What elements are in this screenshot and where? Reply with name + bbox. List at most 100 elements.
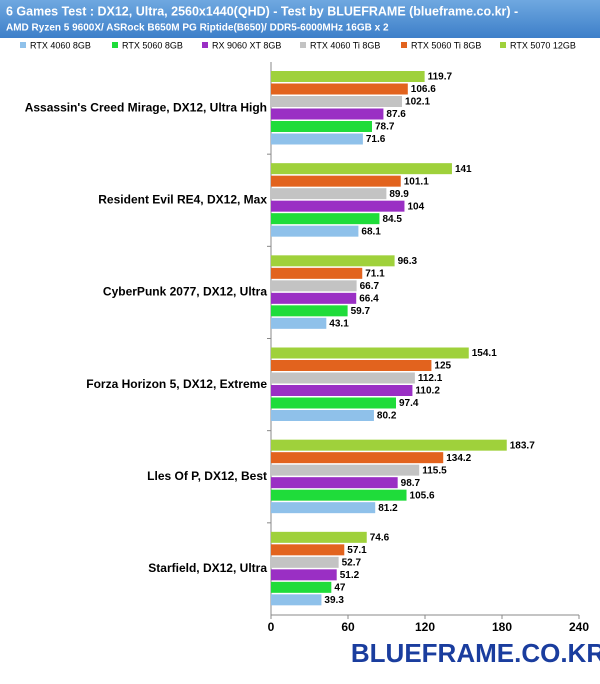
value-label: 101.1 xyxy=(404,176,429,187)
bar xyxy=(271,267,363,279)
bar xyxy=(271,280,357,292)
legend-swatch xyxy=(202,42,208,48)
value-label: 96.3 xyxy=(398,256,418,267)
x-tick-label: 240 xyxy=(569,620,589,634)
x-tick-label: 120 xyxy=(415,620,435,634)
bar xyxy=(271,71,425,82)
value-label: 71.1 xyxy=(365,268,385,279)
bar xyxy=(271,225,359,237)
category-label: Assassin's Creed Mirage, DX12, Ultra Hig… xyxy=(25,100,267,114)
bar xyxy=(271,489,407,501)
value-label: 134.2 xyxy=(446,453,471,464)
value-label: 110.2 xyxy=(415,386,440,397)
value-label: 80.2 xyxy=(377,411,397,422)
bar xyxy=(271,452,444,464)
bar xyxy=(271,255,395,267)
bar xyxy=(271,594,322,606)
category-label: Lles Of P, DX12, Best xyxy=(147,469,267,483)
bar xyxy=(271,108,384,120)
value-label: 119.7 xyxy=(428,72,453,83)
bar xyxy=(271,502,376,514)
value-label: 47 xyxy=(334,582,346,593)
value-label: 112.1 xyxy=(418,373,443,384)
bar xyxy=(271,581,332,593)
x-tick-label: 180 xyxy=(492,620,512,634)
category-label: Forza Horizon 5, DX12, Extreme xyxy=(86,377,267,391)
value-label: 141 xyxy=(455,164,472,175)
bar xyxy=(271,464,420,476)
category-label: Starfield, DX12, Ultra xyxy=(148,561,267,575)
bar xyxy=(271,292,357,304)
x-tick-label: 60 xyxy=(341,620,355,634)
value-label: 57.1 xyxy=(347,545,367,556)
value-label: 89.9 xyxy=(389,189,409,200)
value-label: 98.7 xyxy=(401,478,421,489)
value-label: 66.7 xyxy=(360,281,380,292)
legend-label: RX 9060 XT 8GB xyxy=(212,40,281,50)
legend-label: RTX 5060 8GB xyxy=(122,40,183,50)
value-label: 39.3 xyxy=(324,595,344,606)
legend-label: RTX 5060 Ti 8GB xyxy=(411,40,481,50)
category-label: CyberPunk 2077, DX12, Ultra xyxy=(103,285,267,299)
bar xyxy=(271,347,469,359)
x-tick-label: 0 xyxy=(268,620,275,634)
chart-subtitle: AMD Ryzen 5 9600X/ ASRock B650M PG Ripti… xyxy=(6,23,389,34)
bar xyxy=(271,569,337,581)
title-bar xyxy=(0,0,600,38)
bar xyxy=(271,175,401,187)
bar xyxy=(271,397,396,409)
legend-swatch xyxy=(500,42,506,48)
bar xyxy=(271,121,372,132)
value-label: 154.1 xyxy=(472,348,497,359)
value-label: 43.1 xyxy=(329,318,349,329)
category-label: Resident Evil RE4, DX12, Max xyxy=(98,192,267,206)
value-label: 125 xyxy=(434,361,451,372)
value-label: 104 xyxy=(407,201,424,212)
value-label: 74.6 xyxy=(370,532,390,543)
value-label: 115.5 xyxy=(422,465,447,476)
bar xyxy=(271,200,405,212)
bar xyxy=(271,317,327,329)
bar xyxy=(271,163,452,175)
bar xyxy=(271,83,408,95)
legend-swatch xyxy=(300,42,306,48)
bar xyxy=(271,372,415,384)
value-label: 71.6 xyxy=(366,134,386,145)
watermark: BLUEFRAME.CO.KR xyxy=(351,638,600,668)
bar xyxy=(271,96,403,107)
value-label: 81.2 xyxy=(378,503,398,514)
bar xyxy=(271,477,398,489)
bar xyxy=(271,544,345,556)
bar xyxy=(271,531,367,543)
bar xyxy=(271,360,432,371)
value-label: 97.4 xyxy=(399,398,419,409)
bar xyxy=(271,188,387,200)
bar xyxy=(271,305,348,317)
legend-swatch xyxy=(20,42,26,48)
value-label: 84.5 xyxy=(382,214,402,225)
value-label: 106.6 xyxy=(411,84,436,95)
value-label: 52.7 xyxy=(342,557,362,568)
value-label: 59.7 xyxy=(351,306,371,317)
legend-label: RTX 4060 8GB xyxy=(30,40,91,50)
value-label: 105.6 xyxy=(410,490,435,501)
value-label: 66.4 xyxy=(359,293,379,304)
value-label: 87.6 xyxy=(386,109,406,120)
value-label: 183.7 xyxy=(510,440,535,451)
legend-label: RTX 5070 12GB xyxy=(510,40,576,50)
bar xyxy=(271,133,363,145)
chart-title: 6 Games Test : DX12, Ultra, 2560x1440(QH… xyxy=(6,4,518,18)
value-label: 68.1 xyxy=(361,226,381,237)
bar xyxy=(271,556,339,568)
legend-label: RTX 4060 Ti 8GB xyxy=(310,40,380,50)
bar xyxy=(271,213,380,225)
bar xyxy=(271,410,374,421)
value-label: 78.7 xyxy=(375,122,395,133)
legend-swatch xyxy=(112,42,118,48)
value-label: 102.1 xyxy=(405,97,430,108)
bar xyxy=(271,439,507,451)
bar xyxy=(271,385,413,396)
value-label: 51.2 xyxy=(340,570,360,581)
legend-swatch xyxy=(401,42,407,48)
